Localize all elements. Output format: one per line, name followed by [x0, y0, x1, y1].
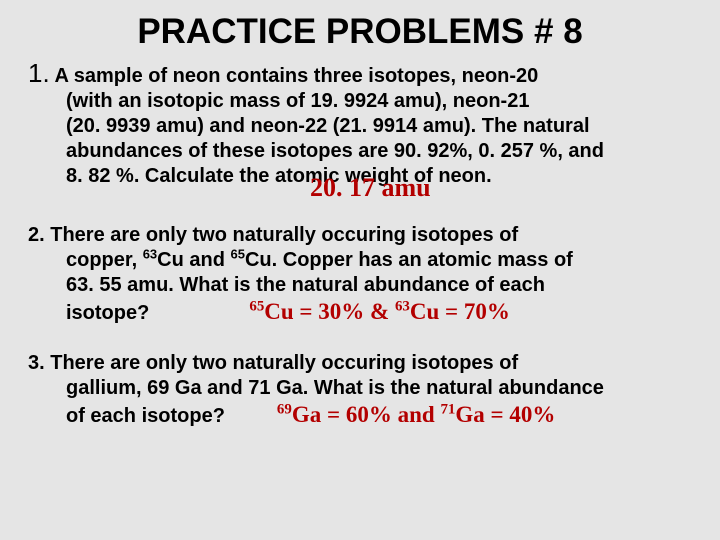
- text: Cu. Copper has an atomic mass of: [245, 249, 573, 271]
- problem-1-line3: (20. 9939 amu) and neon-22 (21. 9914 amu…: [28, 114, 692, 139]
- text: Ga = 40%: [455, 402, 555, 427]
- problem-3-answer: 69Ga = 60% and 71Ga = 40%: [277, 401, 555, 430]
- problem-2-line3: 63. 55 amu. What is the natural abundanc…: [28, 273, 692, 298]
- problem-3-line3: of each isotope? 69Ga = 60% and 71Ga = 40…: [28, 401, 692, 430]
- text: Cu = 70%: [410, 299, 510, 324]
- page-title: PRACTICE PROBLEMS # 8: [28, 12, 692, 52]
- sup-63: 63: [395, 298, 410, 314]
- problem-1-line2: (with an isotopic mass of 19. 9924 amu),…: [28, 89, 692, 114]
- problem-1-line1: A sample of neon contains three isotopes…: [50, 65, 539, 87]
- problem-1-answer: 20. 17 amu: [310, 173, 431, 203]
- sup-71: 71: [440, 401, 455, 417]
- problem-1-number: 1.: [28, 58, 50, 88]
- problem-3-line2: gallium, 69 Ga and 71 Ga. What is the na…: [28, 376, 692, 401]
- problem-1-line4: abundances of these isotopes are 90. 92%…: [28, 139, 692, 164]
- problem-2-answer: 65Cu = 30% & 63Cu = 70%: [249, 298, 510, 327]
- problem-2-line4: isotope? 65Cu = 30% & 63Cu = 70%: [28, 298, 692, 327]
- problem-2-line2: copper, 63Cu and 65Cu. Copper has an ato…: [28, 248, 692, 273]
- sup-63: 63: [143, 246, 157, 261]
- text: Ga = 60% and: [292, 402, 441, 427]
- text: Cu and: [157, 249, 230, 271]
- problem-2-line1: 2. There are only two naturally occuring…: [28, 223, 692, 248]
- problem-3-line1: 3. There are only two naturally occuring…: [28, 351, 692, 376]
- sup-65: 65: [231, 246, 245, 261]
- text: copper,: [66, 249, 143, 271]
- sup-69: 69: [277, 401, 292, 417]
- problem-2: 2. There are only two naturally occuring…: [28, 223, 692, 327]
- problem-1: 1. A sample of neon contains three isoto…: [28, 58, 692, 189]
- text: isotope?: [66, 302, 149, 324]
- problem-3: 3. There are only two naturally occuring…: [28, 351, 692, 430]
- sup-65: 65: [249, 298, 264, 314]
- text: of each isotope?: [66, 405, 225, 427]
- text: Cu = 30% &: [264, 299, 395, 324]
